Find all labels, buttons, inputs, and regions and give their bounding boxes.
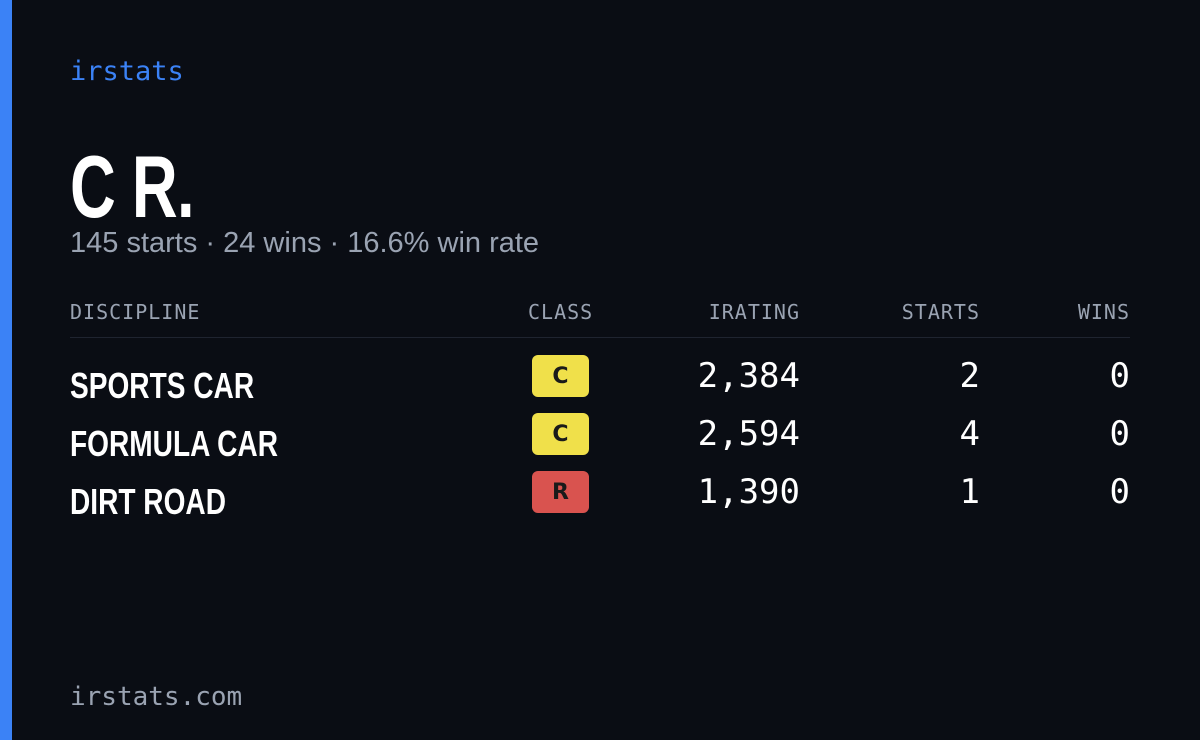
column-header: STARTS — [901, 300, 980, 324]
summary: 145 starts · 24 wins · 16.6% win rate — [70, 227, 540, 259]
footer-site: irstats.com — [70, 682, 243, 712]
divider — [70, 337, 1130, 338]
brand: irstats — [70, 56, 184, 87]
column-header: CLASS — [528, 300, 594, 324]
irating: 1,390 — [697, 472, 800, 512]
discipline: FORMULA CAR — [70, 423, 278, 464]
accent-bar — [0, 0, 12, 740]
starts: 4 — [959, 414, 980, 454]
irating: 2,594 — [697, 414, 800, 454]
discipline: SPORTS CAR — [70, 365, 255, 406]
starts: 2 — [959, 356, 980, 396]
driver-name: C R. — [70, 137, 195, 236]
starts: 1 — [959, 472, 980, 512]
wins: 0 — [1109, 472, 1130, 512]
wins: 0 — [1109, 414, 1130, 454]
discipline: DIRT ROAD — [70, 481, 226, 522]
wins: 0 — [1109, 356, 1130, 396]
column-header: WINS — [1077, 300, 1130, 324]
class-badge: R — [532, 471, 589, 513]
column-header: DISCIPLINE — [70, 300, 201, 324]
column-header: IRATING — [708, 300, 800, 324]
irating: 2,384 — [697, 356, 800, 396]
class-badge: C — [532, 413, 589, 455]
class-badge: C — [532, 355, 589, 397]
